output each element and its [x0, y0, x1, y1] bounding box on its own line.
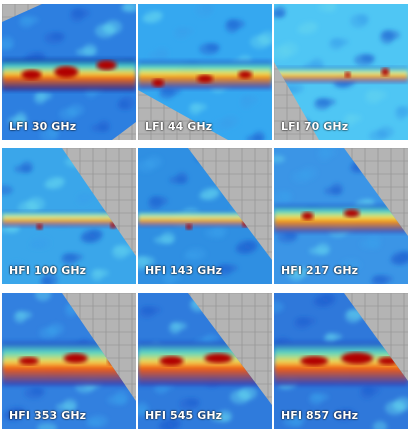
sky-map-image [2, 4, 136, 140]
panel-label: HFI 100 GHz [9, 264, 87, 277]
panel-label: LFI 30 GHz [9, 120, 77, 133]
frequency-map-panel: HFI 857 GHz [274, 293, 408, 429]
frequency-map-panel: HFI 353 GHz [2, 293, 136, 429]
sky-map-image [138, 148, 272, 284]
sky-map-image [274, 4, 408, 140]
panel-label: HFI 545 GHz [145, 409, 223, 422]
sky-map-image [138, 293, 272, 429]
frequency-map-panel: HFI 100 GHz [2, 148, 136, 284]
panel-label: LFI 70 GHz [281, 120, 349, 133]
frequency-map-panel: HFI 217 GHz [274, 148, 408, 284]
panel-label: HFI 353 GHz [9, 409, 87, 422]
frequency-map-panel: HFI 143 GHz [138, 148, 272, 284]
frequency-map-panel: LFI 44 GHz [138, 4, 272, 140]
frequency-map-panel: LFI 70 GHz [274, 4, 408, 140]
frequency-map-panel: LFI 30 GHz [2, 4, 136, 140]
panel-label: HFI 143 GHz [145, 264, 223, 277]
panel-label: LFI 44 GHz [145, 120, 213, 133]
panel-label: HFI 217 GHz [281, 264, 359, 277]
sky-map-image [274, 293, 408, 429]
sky-map-image [274, 148, 408, 284]
sky-map-image [2, 293, 136, 429]
sky-map-image [138, 4, 272, 140]
sky-map-image [2, 148, 136, 284]
panel-label: HFI 857 GHz [281, 409, 359, 422]
frequency-map-panel: HFI 545 GHz [138, 293, 272, 429]
